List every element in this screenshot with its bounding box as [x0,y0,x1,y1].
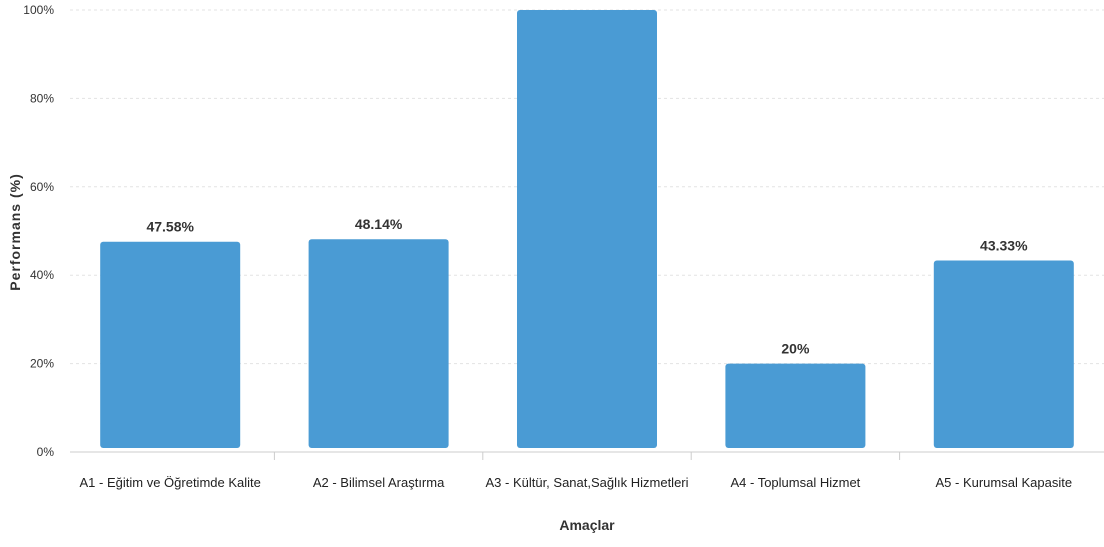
y-axis-title: Performans (%) [7,173,23,290]
bar[interactable] [725,363,866,448]
x-axis: A1 - Eğitim ve Öğretimde Kalite A2 - Bili… [80,452,1073,490]
bar[interactable] [933,260,1074,448]
x-axis-title: Amaçlar [559,517,615,533]
y-tick-label: 80% [30,91,54,105]
data-label: 48.14% [355,216,403,232]
y-tick-label: 100% [23,3,54,17]
x-category-label: A4 - Toplumsal Hizmet [730,475,860,490]
data-label: 20% [781,341,810,357]
y-tick-label: 40% [30,268,54,282]
x-category-label: A2 - Bilimsel Araştırma [313,475,445,490]
data-label: 47.58% [146,219,194,235]
y-tick-label: 20% [30,357,54,371]
data-labels: 47.58% 48.14% 100% 20% 43.33% [146,0,1028,357]
x-category-label: A3 - Kültür, Sanat,Sağlık Hizmetleri [485,475,688,490]
data-label: 100% [569,0,605,3]
x-category-label: A1 - Eğitim ve Öğretimde Kalite [80,475,261,490]
bars [100,10,1074,448]
bar[interactable] [308,239,449,448]
data-label: 43.33% [980,237,1028,253]
y-tick-label: 0% [37,445,55,459]
y-axis-ticks: 0% 20% 40% 60% 80% 100% [23,3,54,459]
x-category-label: A5 - Kurumsal Kapasite [936,475,1073,490]
bar[interactable] [517,10,657,448]
bar[interactable] [100,241,241,448]
y-tick-label: 60% [30,180,54,194]
